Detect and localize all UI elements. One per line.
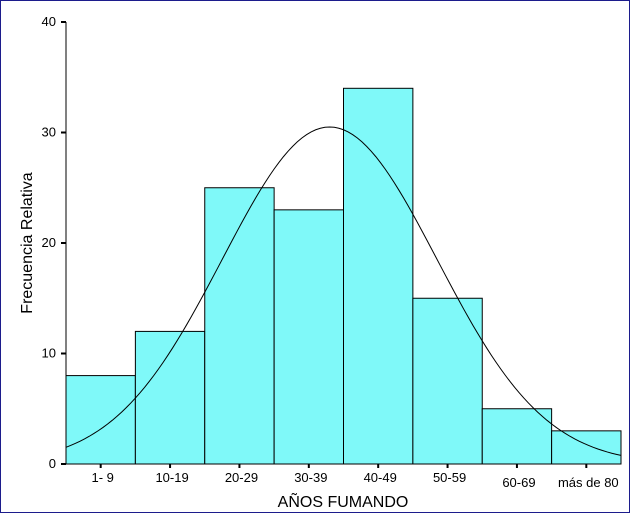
x-tick-label: 60-69 — [502, 475, 535, 490]
bar-6 — [412, 297, 483, 465]
bar-4 — [273, 209, 344, 465]
x-tick-label: 50-59 — [433, 470, 466, 485]
x-tick-label: 1- 9 — [91, 470, 113, 485]
bar-3 — [204, 187, 275, 465]
x-axis-title: AÑOS FUMANDO — [278, 491, 409, 511]
bar-1 — [65, 375, 136, 465]
x-tick-label: 40-49 — [364, 470, 397, 485]
y-tick-label: 10 — [42, 346, 56, 361]
bars-group — [65, 87, 622, 465]
y-tick-label: 30 — [42, 125, 56, 140]
bar-7 — [481, 408, 553, 465]
x-tick-label: 20-29 — [225, 470, 258, 485]
x-tick-label: más de 80 — [558, 475, 619, 490]
bar-5 — [343, 87, 414, 465]
bar-2 — [134, 330, 206, 465]
y-tick-label: 0 — [49, 456, 56, 471]
normal-curve — [65, 126, 622, 456]
y-axis-title: Frecuencia Relativa — [19, 172, 36, 314]
x-tick-label: 10-19 — [155, 470, 188, 485]
y-tick-label: 40 — [42, 14, 56, 29]
x-tick-label: 30-39 — [294, 470, 327, 485]
y-tick-label: 20 — [42, 235, 56, 250]
ticks-group: 0 10 20 30 40 1- 9 10-19 20-29 30-39 40-49 50-59 60… — [42, 14, 619, 490]
bar-8 — [551, 430, 622, 465]
